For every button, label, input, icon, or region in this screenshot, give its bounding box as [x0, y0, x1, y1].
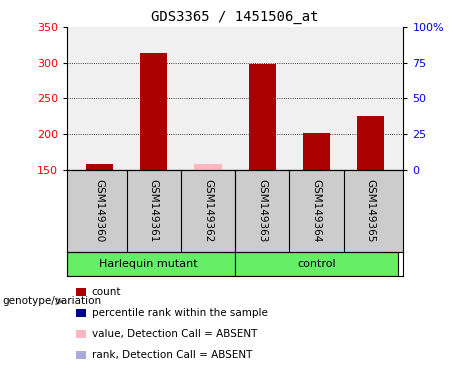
Text: Harlequin mutant: Harlequin mutant [99, 259, 198, 269]
Bar [195, 164, 222, 170]
Text: rank, Detection Call = ABSENT: rank, Detection Call = ABSENT [92, 350, 252, 360]
Title: GDS3365 / 1451506_at: GDS3365 / 1451506_at [151, 10, 319, 25]
Text: control: control [297, 259, 336, 269]
Bar [67, 252, 235, 276]
Text: genotype/variation: genotype/variation [2, 296, 101, 306]
Bar [140, 53, 167, 170]
Text: GSM149363: GSM149363 [257, 179, 267, 243]
Bar [303, 133, 330, 170]
Text: count: count [92, 287, 121, 297]
Text: GSM149365: GSM149365 [366, 179, 376, 243]
Text: GSM149362: GSM149362 [203, 179, 213, 243]
Bar [86, 164, 113, 170]
Text: value, Detection Call = ABSENT: value, Detection Call = ABSENT [92, 329, 257, 339]
Text: GSM149361: GSM149361 [149, 179, 159, 243]
Bar [235, 252, 398, 276]
Bar [248, 64, 276, 170]
Bar [357, 116, 384, 170]
Text: GSM149360: GSM149360 [95, 179, 104, 243]
Text: percentile rank within the sample: percentile rank within the sample [92, 308, 268, 318]
Text: GSM149364: GSM149364 [312, 179, 321, 243]
